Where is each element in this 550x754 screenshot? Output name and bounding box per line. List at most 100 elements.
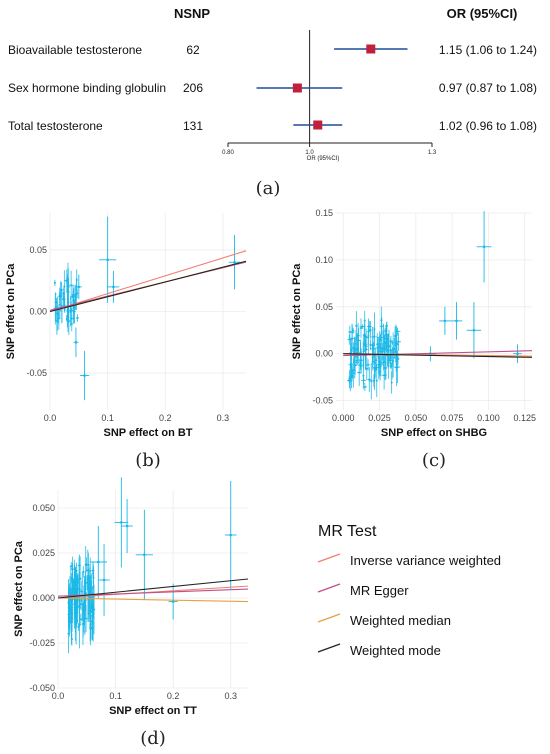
x-axis-title: SNP effect on TT (109, 705, 197, 717)
snp-point (229, 533, 233, 537)
snp-point (383, 374, 386, 377)
snp-point (77, 625, 80, 628)
forest-tick-label: 1.0 (305, 150, 314, 156)
snp-point (365, 348, 368, 351)
snp-point (367, 330, 370, 333)
snp-point (53, 281, 56, 284)
snp-point (83, 374, 86, 377)
snp-point (71, 295, 75, 299)
regression-line (57, 578, 249, 599)
snp-point (350, 375, 353, 378)
snp-point (378, 360, 381, 363)
scatter-plot-c: 0.000 0.025 0.050 0.075 0.100 0.125 -0.05 0.00 0… (291, 208, 536, 471)
snp-point (67, 632, 70, 635)
snp-point (63, 308, 66, 311)
snp-point (97, 560, 100, 564)
y-tick-label: 0.05 (29, 245, 47, 255)
snp-point (102, 578, 106, 582)
snp-point (393, 347, 396, 350)
snp-point (82, 602, 85, 605)
snp-point (75, 569, 78, 572)
x-tick-label: 0.025 (368, 413, 391, 423)
x-tick-label: 0.3 (217, 413, 230, 423)
snp-point (472, 328, 476, 332)
snp-point (78, 564, 81, 567)
forest-nsnp-shbg: 206 (183, 81, 203, 95)
y-tick-label: -0.050 (29, 683, 55, 693)
legend-label-ivw: Inverse variance weighted (350, 553, 501, 568)
legend-swatch-wmedian (317, 613, 341, 623)
snp-point (367, 363, 370, 366)
snp-point (384, 366, 387, 369)
snp-point (125, 524, 129, 528)
snp-point (88, 612, 91, 615)
snp-point (368, 378, 371, 381)
x-tick-label: 0.1 (101, 413, 114, 423)
snp-point (364, 343, 367, 346)
snp-point (387, 365, 390, 368)
snp-point (350, 363, 353, 366)
snp-point (76, 316, 79, 319)
snp-point (73, 588, 76, 591)
snp-point (482, 245, 486, 249)
snp-point (371, 344, 374, 347)
x-tick-label: 0.050 (405, 413, 428, 423)
snp-point (385, 342, 388, 345)
forest-tick-label: 0.80 (222, 150, 234, 156)
snp-point (378, 339, 381, 342)
forest-point-marker (366, 44, 376, 54)
panel-label: (b) (135, 450, 161, 471)
snp-point (56, 312, 59, 315)
snp-point (112, 285, 115, 289)
x-tick-label: 0.000 (332, 413, 355, 423)
regression-line (343, 353, 533, 358)
snp-point (70, 323, 73, 326)
snp-point (60, 305, 63, 308)
y-tick-label: 0.00 (29, 307, 47, 317)
snp-point (106, 258, 109, 262)
snp-point (79, 618, 82, 621)
x-tick-label: 0.2 (167, 691, 180, 701)
snp-point (84, 563, 87, 566)
forest-or-shbg: 0.97 (0.87 to 1.08) (439, 81, 537, 95)
nsnp-header: NSNP (174, 6, 210, 21)
panel-label: (c) (422, 450, 446, 471)
snp-point (443, 319, 447, 323)
snp-point (516, 352, 519, 356)
snp-point (379, 363, 382, 366)
snp-point (359, 327, 362, 330)
x-tick-label: 0.2 (159, 413, 172, 423)
y-tick-label: 0.000 (32, 593, 55, 603)
snp-point (348, 377, 351, 380)
snp-point (76, 605, 79, 608)
snp-point (363, 385, 366, 388)
legend-swatch-ivw (317, 553, 341, 563)
snp-point (120, 521, 123, 524)
snp-point (397, 340, 400, 343)
scatter-plot-d: 0.0 0.1 0.2 0.3 -0.050 -0.025 0.000 0.025 0.050 S… (13, 477, 249, 749)
snp-point (69, 589, 72, 592)
snp-point (77, 285, 81, 289)
snp-point (84, 591, 87, 594)
snp-point (376, 343, 379, 346)
x-axis-title: SNP effect on BT (103, 427, 192, 439)
snp-point (76, 587, 79, 590)
snp-point (81, 623, 84, 626)
legend-item-egger: MR Egger (317, 583, 409, 598)
snp-point (362, 350, 365, 353)
legend-item-wmedian: Weighted median (317, 613, 451, 628)
y-axis-title: SNP effect on PCa (5, 263, 17, 360)
snp-point (373, 377, 376, 380)
forest-label-tt: Total testosterone (8, 119, 103, 133)
forest-point-marker (313, 120, 323, 130)
snp-point (351, 337, 354, 340)
snp-point (392, 360, 395, 363)
x-tick-label: 0.3 (224, 691, 237, 701)
snp-point (54, 306, 57, 309)
snp-point (390, 381, 393, 384)
snp-point (70, 621, 73, 624)
legend-label-egger: MR Egger (350, 583, 409, 598)
snp-point (76, 292, 79, 295)
forest-axis-title: OR (95%CI) (307, 156, 340, 162)
forest-plot: NSNP OR (95%CI) Bioavailable testosteron… (8, 6, 537, 199)
